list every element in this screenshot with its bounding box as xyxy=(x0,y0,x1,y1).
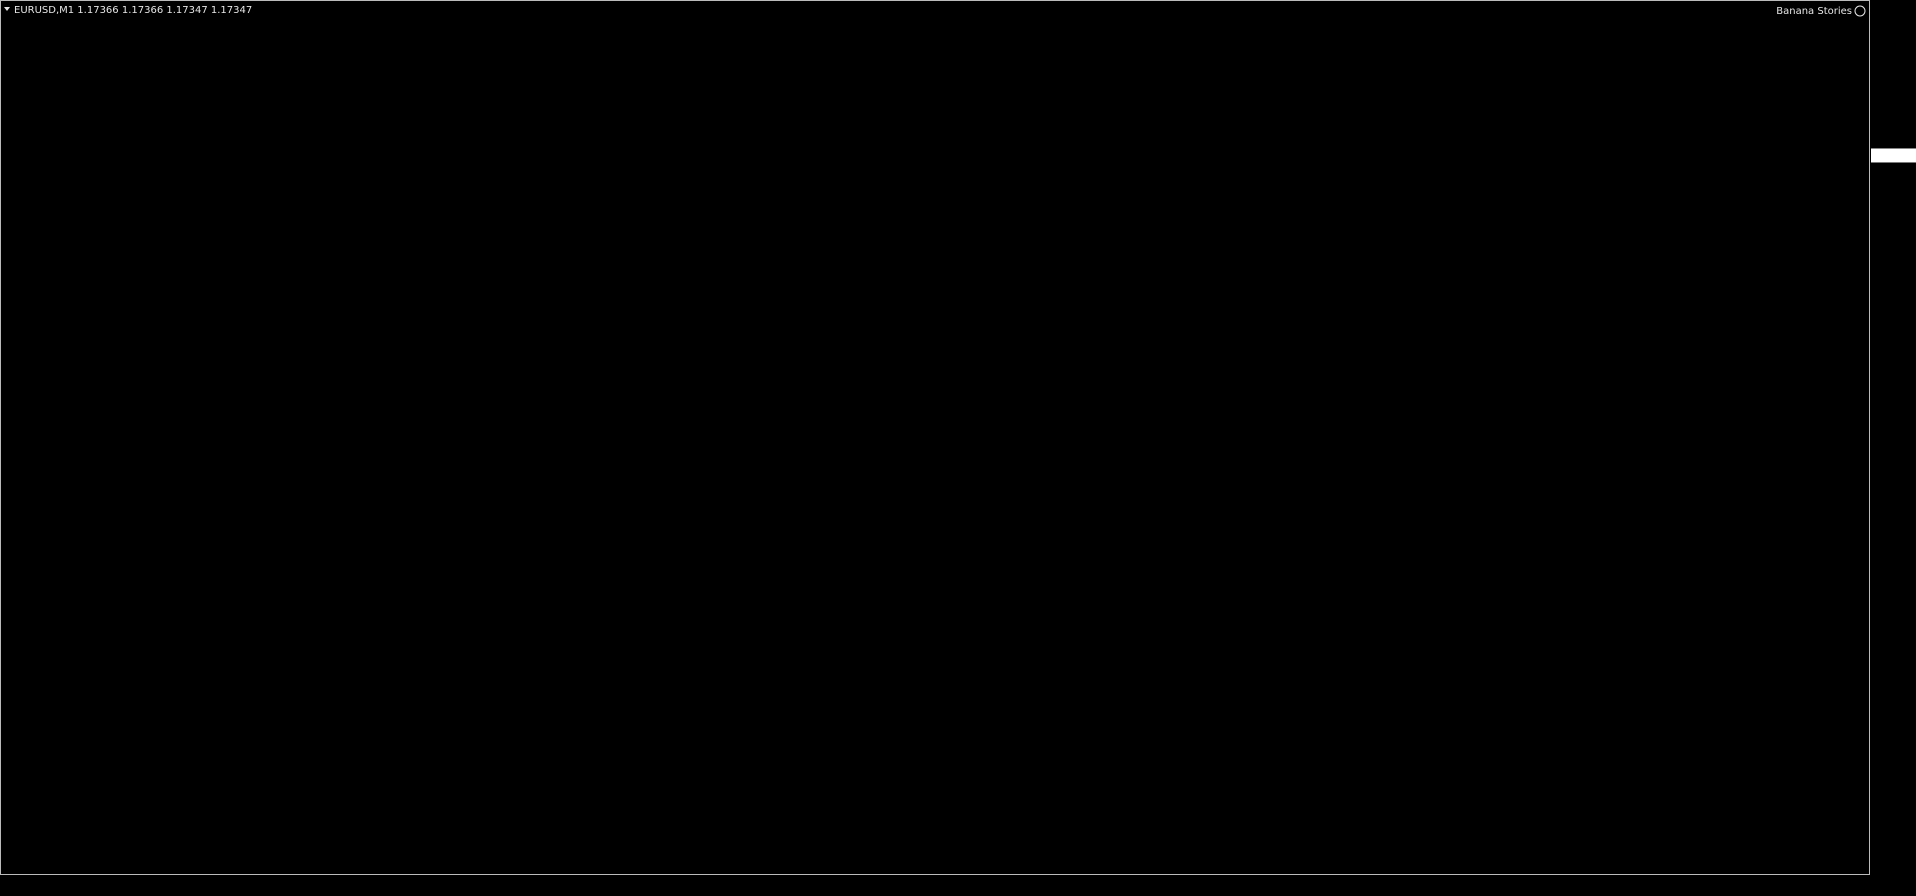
corner-icon xyxy=(1854,5,1866,17)
plot-frame xyxy=(0,0,1870,875)
current-price-box xyxy=(1871,148,1916,163)
chart-header: EURUSD,M1 1.17366 1.17366 1.17347 1.1734… xyxy=(14,5,252,16)
corner-label: Banana Stories xyxy=(1776,6,1852,17)
symbol-menu-arrow[interactable] xyxy=(4,7,10,11)
text-layer xyxy=(1871,148,1916,163)
